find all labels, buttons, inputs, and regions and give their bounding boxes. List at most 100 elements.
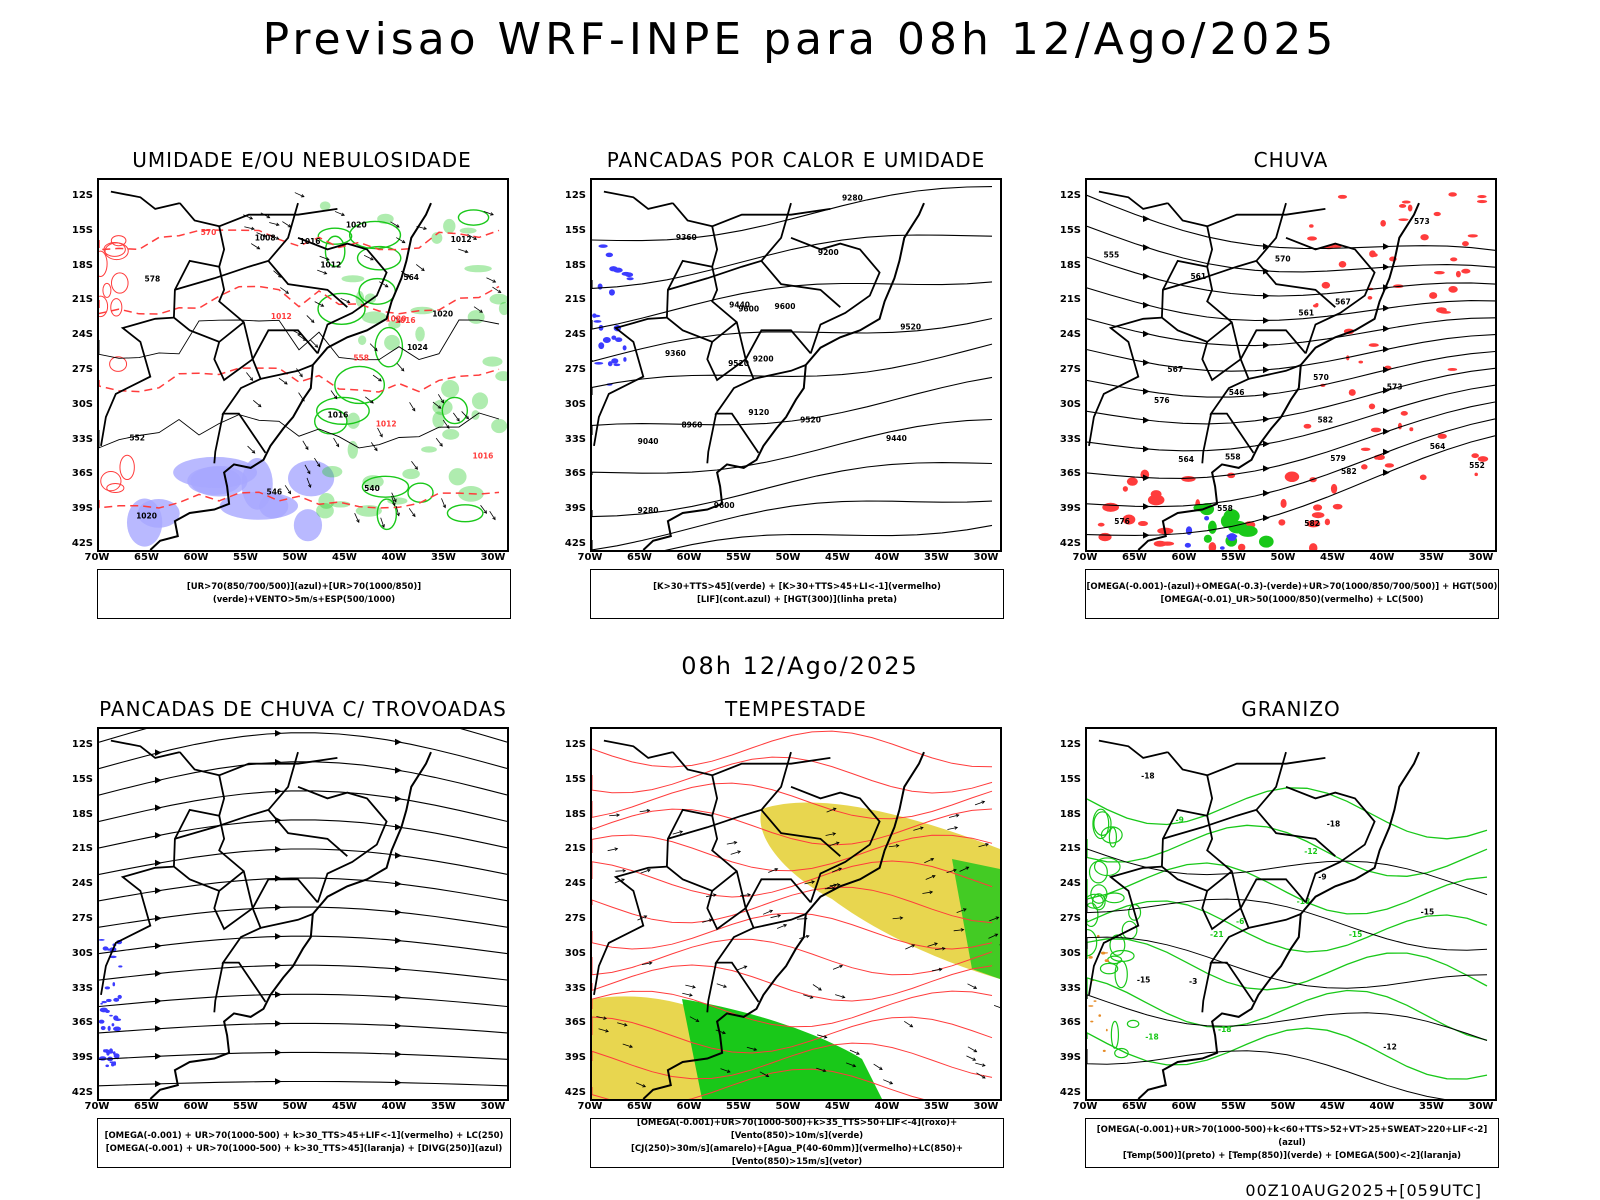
wind-arrow (365, 396, 374, 404)
legend-line: [LIF](cont.azul) + [HGT(300)](linha pret… (696, 595, 898, 605)
wind-arrow-head (479, 309, 483, 313)
humidity-area-verde (362, 475, 384, 489)
divg-area-azul (117, 994, 122, 999)
wind-arrow (278, 377, 288, 385)
rain-area-azul (1219, 546, 1225, 550)
contour-label: -9 (1318, 872, 1326, 881)
streamline-arrow (394, 1022, 402, 1030)
rain-area-vermelho (1147, 494, 1165, 506)
wind-arrow-head (414, 466, 418, 470)
wind-arrow-head (251, 226, 255, 231)
wind-arrow-shaft (411, 461, 418, 470)
coastline (149, 202, 432, 550)
streamline-arrow (1142, 503, 1150, 510)
wind-arrow-shaft (379, 281, 389, 288)
thickness-red (99, 295, 109, 318)
contour-label: 558 (1225, 452, 1241, 461)
omega-area-laranja (1090, 1020, 1094, 1023)
wind-arrow (396, 237, 406, 244)
lif-area-azul (598, 342, 605, 350)
longitude-label: 30W (1468, 1101, 1494, 1112)
wind-vector (617, 1022, 628, 1027)
temp850-contour (1087, 938, 1488, 991)
latitude-label: 27S (1059, 364, 1081, 375)
divg-area-azul (118, 965, 123, 968)
latitude-label: 18S (71, 808, 93, 820)
country-border (665, 259, 738, 343)
country-border (1162, 751, 1287, 840)
wind-vector (989, 916, 1000, 922)
longitude-label: 45W (825, 552, 850, 563)
wind-vector (967, 983, 978, 989)
wind-arrow (314, 457, 321, 468)
wind-arrow-shaft (689, 1016, 699, 1022)
wind-arrow-shaft (746, 1046, 757, 1051)
country-border (593, 865, 667, 996)
streamline-lc850 (592, 1042, 993, 1080)
contour-label: 9520 (800, 416, 821, 425)
temp500-contour (1087, 848, 1488, 896)
page-title: Previsao WRF-INPE para 08h 12/Ago/2025 (262, 14, 1338, 65)
wind-arrow-shaft (408, 508, 416, 517)
contour-label: 1016 (473, 451, 494, 460)
contour-label: 570 (1313, 373, 1329, 382)
divg-area-azul (100, 1025, 106, 1031)
legend-tempestade: [OMEGA(-0.001)+UR>70(1000-500)+k>35_TTS>… (590, 1118, 1004, 1168)
longitude-label: 35W (431, 1101, 456, 1112)
wind-arrow-head (284, 381, 288, 385)
wind-arrow-shaft (441, 498, 446, 508)
temp850-contour (1087, 900, 1488, 953)
legend-line: [OMEGA(-0.001)+UR>70(1000-500)+k<60+TTS>… (1096, 1124, 1488, 1148)
rain-area-vermelho (1398, 218, 1409, 221)
rain-area-verde (1208, 520, 1217, 534)
hgt300-contour (592, 186, 993, 242)
streamline-arrow (1142, 532, 1150, 539)
wind-arrow-head (374, 447, 378, 452)
longitude-label: 40W (381, 1101, 407, 1112)
streamline-arrow (154, 970, 162, 977)
lif-area-azul (622, 345, 627, 351)
wind-vector (953, 928, 965, 932)
contour-label: -18 (1218, 1025, 1232, 1034)
country-border (593, 316, 667, 447)
streamline (99, 790, 507, 823)
contour-label: 1016 (300, 237, 321, 246)
wind-vector (607, 847, 619, 852)
wind-arrow-head (603, 1016, 607, 1020)
panel-title-granizo: GRANIZO (1241, 697, 1341, 721)
wind-arrow-shaft (314, 457, 321, 467)
wind-arrow (391, 492, 397, 503)
country-border (260, 364, 314, 380)
latitude-label: 24S (564, 878, 586, 890)
wind-arrow-shaft (244, 226, 255, 230)
rain-area-vermelho (1358, 360, 1364, 364)
temp850-contour-verde (1092, 808, 1110, 840)
divg-area-azul (113, 997, 120, 1002)
wind-vector (831, 867, 843, 873)
wind-arrow-shaft (988, 933, 998, 939)
longitude-label: 35W (924, 1101, 949, 1112)
wind-arrow-shaft (486, 277, 496, 283)
wind-vector (826, 807, 837, 813)
contour-label: 567 (1167, 365, 1183, 374)
legend-line: [OMEGA(-0.001) + UR>70(1000-500) + k>30_… (104, 1131, 504, 1141)
wind-vector (974, 800, 986, 806)
wind-vector (835, 994, 846, 999)
longitude-label: 55W (1221, 552, 1246, 563)
wind-arrow-shaft (314, 301, 324, 307)
streamline-arrow (274, 1020, 282, 1027)
wind-arrow-head (310, 319, 315, 324)
longitude-label: 55W (726, 552, 751, 563)
wind-arrow-head (299, 373, 303, 378)
wind-vector (903, 1020, 914, 1028)
temp500-contour (1087, 994, 1488, 1041)
country-border (213, 341, 254, 382)
wind-arrow-shaft (682, 992, 693, 996)
temp850-contour-verde (1121, 920, 1138, 940)
wind-arrow-shaft (639, 809, 650, 813)
omega-area-laranja (1101, 951, 1106, 955)
divg-area-azul (99, 1019, 105, 1024)
wind-arrow-shaft (702, 919, 712, 923)
longitude-label: 65W (134, 1101, 159, 1112)
wind-arrow-shaft (372, 374, 382, 382)
